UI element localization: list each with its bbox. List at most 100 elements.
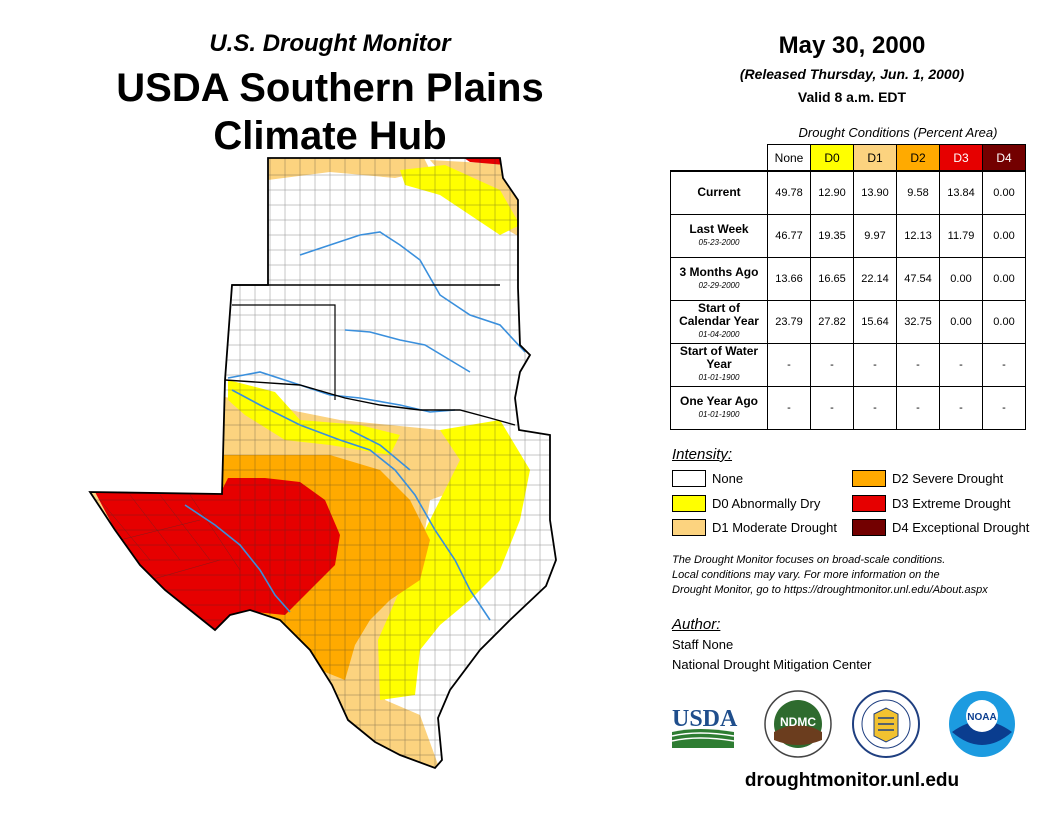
table-cell: 0.00 (939, 256, 983, 301)
column-header-d0: D0 (810, 144, 854, 172)
legend-item-d0: D0 Abnormally Dry (672, 495, 820, 512)
table-cell: 49.78 (767, 170, 811, 215)
legend-label: D2 Severe Drought (892, 471, 1004, 486)
legend-title: Intensity: (672, 446, 733, 463)
table-corner (671, 145, 768, 172)
partner-logos: USDA NDMC NOAA (671, 690, 1015, 758)
column-header-d1: D1 (853, 144, 897, 172)
column-header-d4: D4 (982, 144, 1026, 172)
legend-item-d3: D3 Extreme Drought (852, 495, 1011, 512)
note-line: Local conditions may vary. For more info… (672, 569, 940, 581)
column-header-d2: D2 (896, 144, 940, 172)
map-title-line2: Climate Hub (213, 114, 447, 158)
valid-time: Valid 8 a.m. EDT (797, 89, 907, 105)
table-cell: 13.66 (767, 256, 811, 301)
table-cell: 0.00 (982, 170, 1026, 215)
table-cell: - (982, 385, 1026, 430)
legend-label: D1 Moderate Drought (712, 520, 838, 535)
table-cell: 22.14 (853, 256, 897, 301)
ndmc-logo: NDMC (764, 690, 832, 758)
table-body: Current 49.78 12.90 13.90 9.58 13.84 0.00 Last … (670, 170, 1026, 430)
usda-logo-text: USDA (672, 706, 738, 732)
drought-map (89, 157, 557, 769)
table-cell: - (853, 342, 897, 387)
row-label-text: Current (697, 185, 741, 200)
legend-item-d2: D2 Severe Drought (852, 470, 1003, 487)
legend-swatch (672, 519, 706, 536)
d0-area-north (400, 165, 520, 235)
table-caption: Drought Conditions (Percent Area) (798, 125, 998, 140)
legend-label: D0 Abnormally Dry (712, 496, 821, 511)
map-date: May 30, 2000 (778, 32, 926, 59)
legend-label: None (712, 471, 744, 486)
table-cell: - (810, 342, 854, 387)
footer-url[interactable]: droughtmonitor.unl.edu (744, 770, 960, 791)
d3-area (95, 478, 340, 630)
column-header-none: None (767, 144, 811, 172)
row-date: 01-01-1900 (698, 373, 740, 382)
row-label: Start of Calendar Year 01-04-2000 (670, 299, 768, 344)
table-cell: - (939, 342, 983, 387)
table-cell: - (810, 385, 854, 430)
legend-item-d4: D4 Exceptional Drought (852, 519, 1029, 536)
table-row: Start of Water Year 01-01-1900- - - - - - (670, 342, 1026, 387)
table-cell: 12.13 (896, 213, 940, 258)
table-cell: - (896, 385, 940, 430)
row-date: 01-04-2000 (698, 330, 740, 339)
table-row: 3 Months Ago 02-29-2000 13.66 16.65 22.14 47.… (670, 256, 1026, 301)
table-row: Last Week 05-23-2000 46.77 19.35 9.97 12.13 11… (670, 213, 1026, 258)
table-cell: 13.90 (853, 170, 897, 215)
row-label: One Year Ago 01-01-1900 (670, 385, 768, 430)
legend-swatch (852, 470, 886, 487)
table-cell: - (939, 385, 983, 430)
noaa-logo: NOAA (949, 691, 1015, 757)
legend-label: D3 Extreme Drought (892, 496, 1011, 511)
column-header-d3: D3 (939, 144, 983, 172)
row-label-text: Start of Water Year (679, 344, 759, 371)
state-borders (89, 157, 557, 769)
table-cell: 46.77 (767, 213, 811, 258)
row-label-text: 3 Months Ago (679, 264, 759, 279)
drought-areas (90, 158, 556, 768)
table-cell: 13.84 (939, 170, 983, 215)
table-cell: 23.79 (767, 299, 811, 344)
d0-area-west (228, 380, 400, 455)
table-cell: 32.75 (896, 299, 940, 344)
row-label: Last Week 05-23-2000 (670, 213, 768, 258)
row-label-text: Last Week (689, 221, 749, 236)
row-label: 3 Months Ago 02-29-2000 (670, 256, 768, 301)
table-cell: 47.54 (896, 256, 940, 301)
table-cell: 16.65 (810, 256, 854, 301)
drought-statistics-table: None D0 D1 D2 D3 D4 Current 49.78 12.90 13.90 9.5… (670, 144, 1026, 430)
table-cell: 11.79 (939, 213, 983, 258)
noaa-logo-text: NOAA (967, 712, 996, 723)
map-subtitle: U.S. Drought Monitor (209, 30, 451, 57)
table-cell: 15.64 (853, 299, 897, 344)
table-cell: - (767, 342, 811, 387)
legend-swatch (852, 495, 886, 512)
table-cell: - (982, 342, 1026, 387)
legend-item-d1: D1 Moderate Drought (672, 519, 837, 536)
usda-logo: USDA (671, 706, 738, 748)
legend-swatch (672, 495, 706, 512)
table-cell: 9.58 (896, 170, 940, 215)
table-cell: 0.00 (982, 213, 1026, 258)
author-organization: National Drought Mitigation Center (672, 657, 872, 672)
table-row: Current 49.78 12.90 13.90 9.58 13.84 0.00 (670, 170, 1026, 215)
table-cell: 27.82 (810, 299, 854, 344)
county-grid (90, 158, 556, 768)
legend-swatch (672, 470, 706, 487)
author-title: Author: (672, 616, 721, 633)
table-cell: 19.35 (810, 213, 854, 258)
legend-label: D4 Exceptional Drought (892, 520, 1030, 535)
table-header-row: None D0 D1 D2 D3 D4 (671, 144, 1026, 172)
release-date: (Released Thursday, Jun. 1, 2000) (739, 66, 965, 82)
ndmc-logo-text: NDMC (780, 715, 816, 729)
table-row: One Year Ago 01-01-1900- - - - - - (670, 385, 1026, 430)
note-line: The Drought Monitor focuses on broad-sca… (672, 554, 946, 566)
table-row: Start of Calendar Year 01-04-2000 23.79 27.… (670, 299, 1026, 344)
row-label: Start of Water Year 01-01-1900 (670, 342, 768, 387)
map-title-line1: USDA Southern Plains (116, 66, 544, 110)
table-cell: 9.97 (853, 213, 897, 258)
table-cell: - (896, 342, 940, 387)
